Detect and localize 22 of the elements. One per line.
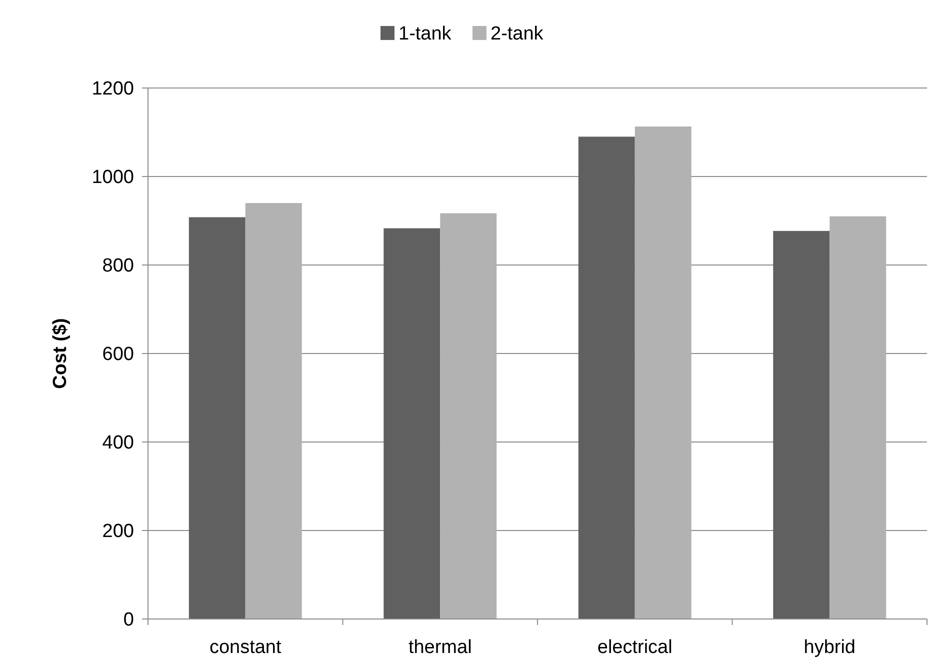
y-tick-label: 0: [123, 610, 134, 631]
bar: [634, 126, 692, 619]
x-tick-label: electrical: [597, 637, 672, 658]
y-tick-label: 1200: [92, 78, 134, 100]
bar: [440, 213, 497, 619]
x-tick-label: thermal: [408, 637, 472, 658]
y-tick-label: 1000: [92, 167, 134, 188]
y-tick-label: 800: [102, 256, 134, 277]
bar: [578, 136, 635, 619]
bar: [773, 230, 830, 619]
legend-label: 1-tank: [398, 24, 452, 45]
bar: [245, 203, 302, 619]
legend-label: 2-tank: [490, 24, 544, 45]
x-tick-label: hybrid: [804, 637, 856, 658]
y-tick-label: 600: [102, 344, 134, 366]
bar: [384, 228, 440, 619]
y-tick-label: 400: [102, 432, 134, 454]
bar: [188, 217, 246, 619]
x-tick-label: constant: [209, 637, 282, 658]
y-axis-title: Cost ($): [50, 318, 71, 389]
y-tick-label: 200: [102, 521, 134, 542]
bar: [830, 216, 886, 619]
